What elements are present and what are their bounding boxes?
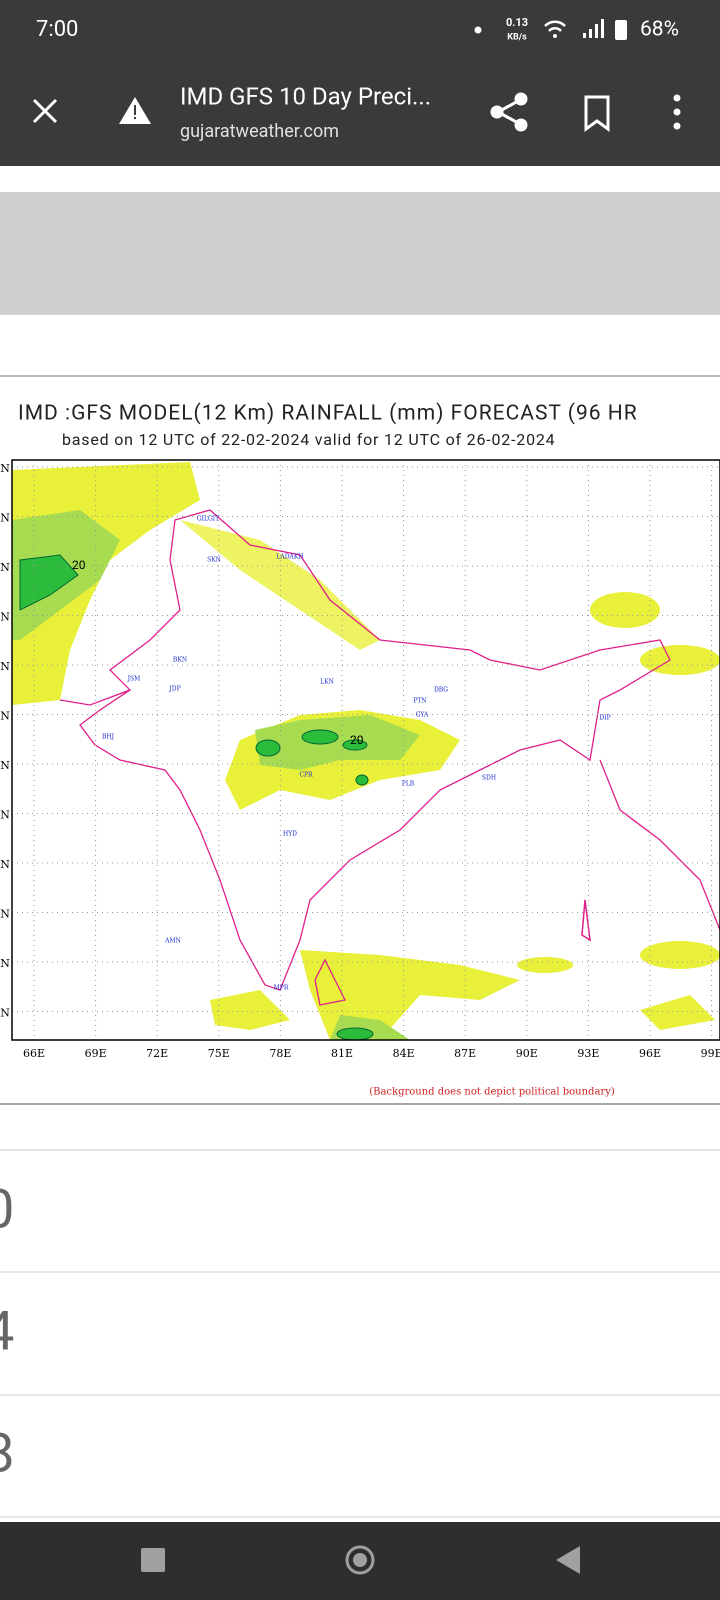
- place-label: SDH: [482, 775, 496, 782]
- place-label: LADAKH: [276, 554, 303, 561]
- place-label: LKN: [320, 679, 334, 686]
- place-label: GYA: [416, 712, 429, 719]
- bookmark-button[interactable]: [584, 95, 610, 132]
- x-axis-label: 84E: [393, 1047, 415, 1060]
- map-note: (Background does not depict political bo…: [369, 1087, 615, 1098]
- battery-icon: [615, 20, 627, 40]
- close-button[interactable]: [32, 98, 58, 124]
- x-axis-label: 81E: [331, 1047, 353, 1060]
- y-axis-label: N: [0, 858, 10, 871]
- signal-icon: [583, 19, 604, 38]
- y-axis-label: N: [0, 561, 10, 574]
- map: [11, 459, 720, 1041]
- y-axis-label: N: [0, 759, 10, 772]
- place-label: BKN: [173, 657, 187, 664]
- recents-button[interactable]: [141, 1548, 165, 1572]
- top-chrome: [0, 0, 720, 166]
- place-label: DIP: [599, 715, 610, 722]
- page-title[interactable]: IMD GFS 10 Day Preci...: [180, 82, 431, 110]
- y-axis-label: N: [0, 908, 10, 921]
- list-item[interactable]: 8: [0, 1422, 14, 1485]
- map-subtitle: based on 12 UTC of 22-02-2024 valid for …: [62, 430, 555, 449]
- map-frame: [11, 459, 720, 1041]
- x-axis-label: 72E: [146, 1047, 168, 1060]
- y-axis-label: N: [0, 512, 10, 525]
- contour-label: 20: [72, 558, 86, 572]
- battery-level: 68%: [640, 18, 679, 42]
- list-item[interactable]: 0: [0, 1178, 14, 1241]
- place-label: CPR: [299, 772, 313, 779]
- place-label: AMN: [164, 938, 181, 945]
- place-label: DBG: [434, 687, 448, 694]
- page-url[interactable]: gujaratweather.com: [180, 121, 339, 142]
- x-axis-label: 93E: [577, 1047, 599, 1060]
- place-label: GILGIT: [197, 516, 219, 523]
- y-axis-label: N: [0, 660, 10, 673]
- place-label: JDP: [168, 686, 180, 693]
- boundary-extra: [59, 689, 720, 1006]
- contour-label: 20: [350, 733, 364, 747]
- boundary: [79, 509, 671, 991]
- notification-dot: [474, 26, 482, 34]
- share-button[interactable]: [490, 92, 528, 132]
- y-axis-label: N: [0, 1007, 10, 1020]
- x-axis-label: 87E: [454, 1047, 476, 1060]
- place-label: SKN: [207, 557, 221, 564]
- list-item[interactable]: 4: [0, 1300, 14, 1363]
- net-unit: KB/s: [507, 32, 527, 42]
- y-axis-label: N: [0, 611, 10, 624]
- y-axis-label: N: [0, 462, 10, 475]
- x-axis-label: 99E: [701, 1047, 720, 1060]
- ad-banner: [0, 192, 720, 315]
- y-axis-label: N: [0, 809, 10, 822]
- net-speed: 0.13: [506, 16, 528, 29]
- rain-green: [19, 554, 374, 1040]
- warning-mark: [134, 105, 136, 115]
- wifi-icon: [544, 20, 566, 32]
- x-axis-label: 78E: [269, 1047, 291, 1060]
- home-button[interactable]: [345, 1545, 375, 1575]
- x-axis-label: 69E: [85, 1047, 107, 1060]
- place-label: PLB: [402, 781, 415, 788]
- place-label: BHJ: [102, 734, 115, 741]
- back-button[interactable]: [556, 1546, 580, 1574]
- status-time: 7:00: [36, 17, 78, 42]
- menu-button[interactable]: [673, 94, 681, 130]
- home-dot: [353, 1553, 367, 1567]
- place-label: HYD: [283, 831, 297, 838]
- x-axis-label: 96E: [639, 1047, 661, 1060]
- place-label: MPR: [274, 985, 289, 992]
- y-axis-label: N: [0, 957, 10, 970]
- map-title: IMD :GFS MODEL(12 Km) RAINFALL (mm) FORE…: [18, 402, 638, 426]
- x-axis-label: 66E: [23, 1047, 45, 1060]
- x-axis-label: 90E: [516, 1047, 538, 1060]
- islands: [581, 899, 591, 942]
- x-axis-label: 75E: [208, 1047, 230, 1060]
- wifi-dot: [553, 34, 557, 38]
- place-label: JSM: [127, 676, 141, 683]
- y-axis-label: N: [0, 710, 10, 723]
- place-label: PTN: [413, 698, 426, 705]
- warning-dot: [134, 117, 136, 119]
